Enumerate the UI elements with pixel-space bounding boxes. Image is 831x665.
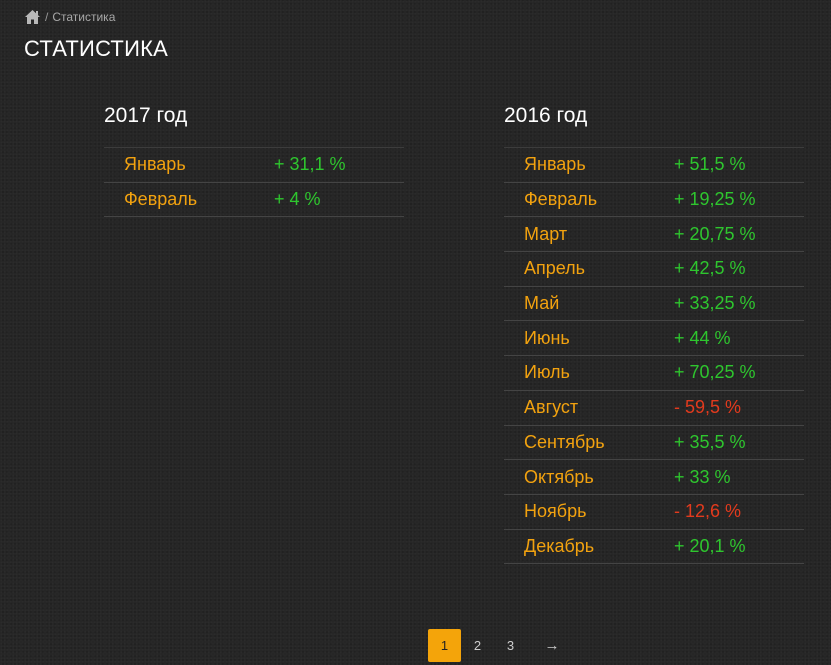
year-block-2016: 2016 год Январь + 51,5 % Февраль + 19,25 % М… xyxy=(504,102,804,564)
positive-value: + 42,5 % xyxy=(674,258,746,279)
breadcrumb-current: Статистика xyxy=(52,10,116,24)
table-row: Сентябрь + 35,5 % xyxy=(504,425,804,460)
table-row: Июнь + 44 % xyxy=(504,321,804,356)
positive-value: + 51,5 % xyxy=(674,154,746,175)
month-label: Июль xyxy=(524,362,570,383)
table-row: Июль + 70,25 % xyxy=(504,356,804,391)
positive-value: + 4 % xyxy=(274,189,321,210)
month-label: Март xyxy=(524,223,568,244)
table-row: Январь + 51,5 % xyxy=(504,147,804,183)
breadcrumb-separator: / xyxy=(45,10,49,24)
table-row: Февраль + 19,25 % xyxy=(504,182,804,217)
month-label: Май xyxy=(524,293,560,314)
month-label: Январь xyxy=(524,154,586,175)
positive-value: + 44 % xyxy=(674,327,731,348)
page-button-3[interactable]: 3 xyxy=(506,638,515,653)
pagination: 1 2 3 → xyxy=(428,629,577,662)
positive-value: + 33 % xyxy=(674,466,731,487)
month-label: Апрель xyxy=(524,258,586,279)
stats-table: Январь + 51,5 % Февраль + 19,25 % Март + 20,7… xyxy=(504,147,804,564)
negative-value: - 12,6 % xyxy=(674,501,742,522)
year-block-2017: 2017 год Январь + 31,1 % Февраль + 4 % xyxy=(104,102,404,217)
table-row: Декабрь + 20,1 % xyxy=(504,529,804,564)
month-label: Январь xyxy=(124,154,186,175)
page-button-1[interactable]: 1 xyxy=(428,629,461,662)
month-label: Февраль xyxy=(124,189,198,210)
table-row: Май + 33,25 % xyxy=(504,286,804,321)
positive-value: + 33,25 % xyxy=(674,293,756,314)
month-label: Июнь xyxy=(524,327,570,348)
positive-value: + 20,1 % xyxy=(674,535,746,556)
year-title: 2016 год xyxy=(504,104,588,127)
table-row: Апрель + 42,5 % xyxy=(504,252,804,287)
breadcrumb: / Статистика xyxy=(24,8,115,26)
stats-table: Январь + 31,1 % Февраль + 4 % xyxy=(104,147,404,217)
month-label: Август xyxy=(524,397,579,418)
month-label: Сентябрь xyxy=(524,431,605,452)
positive-value: + 19,25 % xyxy=(674,189,756,210)
month-label: Февраль xyxy=(524,189,598,210)
month-label: Ноябрь xyxy=(524,501,587,522)
table-row: Январь + 31,1 % xyxy=(104,147,404,183)
positive-value: + 31,1 % xyxy=(274,154,346,175)
table-row: Октябрь + 33 % xyxy=(504,460,804,495)
month-label: Октябрь xyxy=(524,466,594,487)
table-row: Ноябрь - 12,6 % xyxy=(504,494,804,530)
positive-value: + 70,25 % xyxy=(674,362,756,383)
next-page-arrow-icon[interactable]: → xyxy=(544,637,560,654)
home-icon[interactable] xyxy=(24,9,41,25)
month-label: Декабрь xyxy=(524,535,595,556)
year-title: 2017 год xyxy=(104,104,188,127)
table-row: Февраль + 4 % xyxy=(104,182,404,217)
positive-value: + 20,75 % xyxy=(674,223,756,244)
table-row: Август - 59,5 % xyxy=(504,390,804,425)
table-row: Март + 20,75 % xyxy=(504,217,804,252)
negative-value: - 59,5 % xyxy=(674,397,742,418)
positive-value: + 35,5 % xyxy=(674,431,746,452)
page-title: СТАТИСТИКА xyxy=(24,36,168,61)
page-button-2[interactable]: 2 xyxy=(473,638,482,653)
